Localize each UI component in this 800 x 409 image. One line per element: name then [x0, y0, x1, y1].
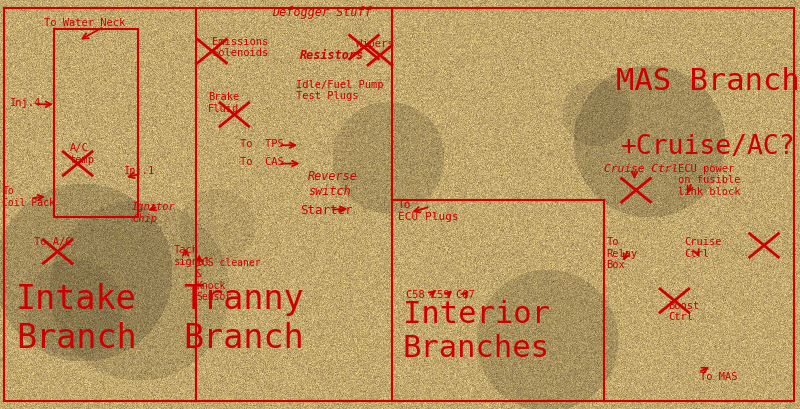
Text: To
Coil Pack: To Coil Pack — [2, 186, 55, 208]
Text: +Cruise/AC?: +Cruise/AC? — [621, 134, 795, 160]
Text: Defogger Stuff: Defogger Stuff — [272, 6, 372, 19]
Text: Resistors: Resistors — [300, 49, 364, 62]
Text: Reverse
switch: Reverse switch — [308, 170, 358, 198]
Text: Interior
Branches: Interior Branches — [402, 300, 550, 363]
Text: Inj.1: Inj.1 — [124, 166, 155, 175]
Text: To  CAS: To CAS — [240, 157, 284, 167]
Bar — [54, 29, 138, 217]
Text: Ignitor
Chip: Ignitor Chip — [132, 202, 176, 224]
Text: Boost
Ctrl: Boost Ctrl — [668, 301, 699, 322]
Text: ECU power
on fusible
link block: ECU power on fusible link block — [678, 164, 740, 197]
Text: To MAS: To MAS — [700, 372, 738, 382]
Text: Starter: Starter — [300, 204, 353, 218]
Text: Cruise Ctrl: Cruise Ctrl — [604, 164, 678, 173]
Text: To  TPS: To TPS — [240, 139, 284, 149]
Text: Tach
signal: Tach signal — [174, 245, 211, 267]
Text: Wipers: Wipers — [356, 39, 394, 49]
Text: MAS Branch: MAS Branch — [616, 67, 800, 96]
Text: To
ECU Plugs: To ECU Plugs — [398, 200, 458, 222]
Text: To Water Neck: To Water Neck — [44, 18, 126, 28]
Text: Intake
Branch: Intake Branch — [16, 283, 137, 355]
Text: ICS cleaner
&
Knock
Sensor: ICS cleaner & Knock Sensor — [196, 258, 261, 303]
Text: Cruise
Ctrl: Cruise Ctrl — [684, 237, 722, 259]
Text: Inj.4: Inj.4 — [10, 98, 42, 108]
Text: Idle/Fuel Pump
Test Plugs: Idle/Fuel Pump Test Plugs — [296, 80, 383, 101]
Text: Tranny
Branch: Tranny Branch — [184, 283, 304, 355]
Text: Emissions
Solenoids: Emissions Solenoids — [212, 37, 268, 58]
Text: A/C
temp: A/C temp — [70, 143, 94, 165]
Text: C58 C59 C67: C58 C59 C67 — [406, 290, 475, 300]
Text: To
Relay
Box: To Relay Box — [606, 237, 638, 270]
Text: To A/C: To A/C — [34, 237, 71, 247]
Text: Brake
Fluid: Brake Fluid — [208, 92, 239, 114]
